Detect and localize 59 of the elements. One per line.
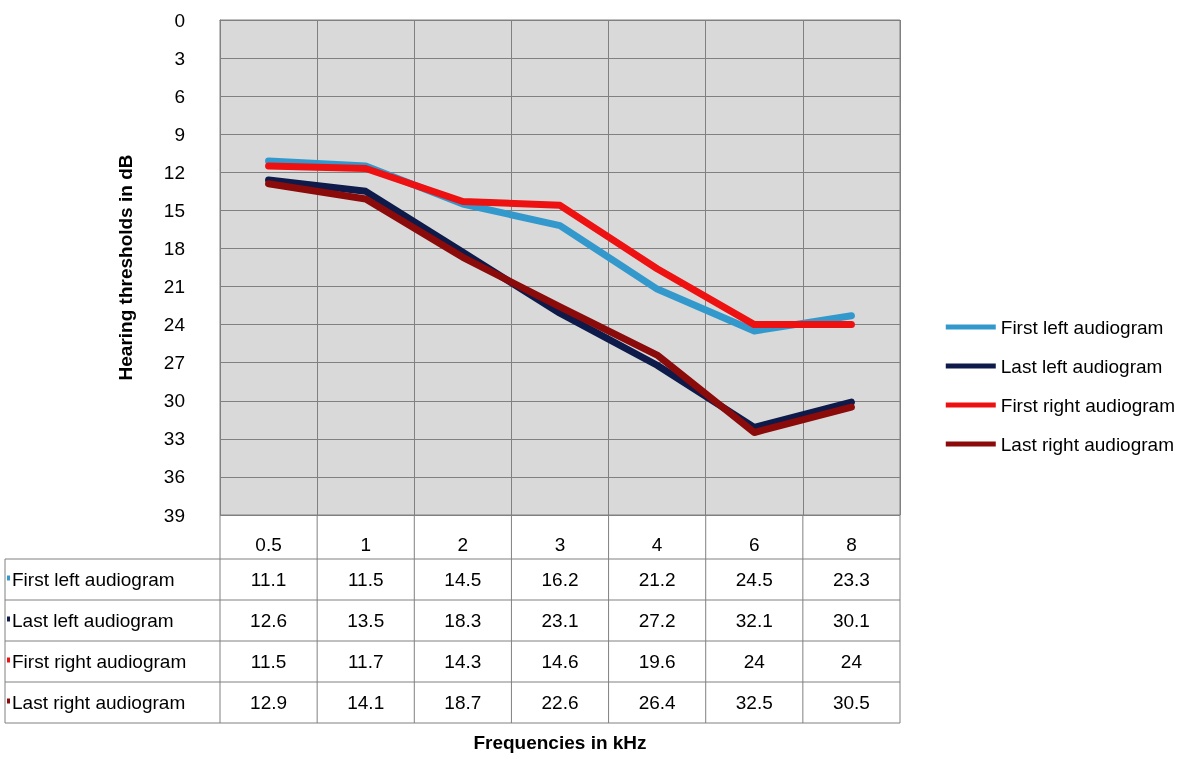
text: First right audiogram — [12, 651, 187, 672]
y-tick-label: 39 — [163, 504, 185, 526]
y-tick-label: 18 — [163, 237, 185, 259]
y-tick-label: 27 — [163, 352, 185, 374]
x-tick-label: 8 — [846, 534, 857, 555]
x-tick-label: 3 — [554, 534, 566, 555]
x-tick-label: 2 — [457, 534, 469, 555]
data-label: 11.7 — [347, 651, 384, 672]
data-label: 19.6 — [638, 651, 676, 672]
data-label: 11.5 — [347, 569, 384, 590]
legend-label: First left audiogram — [1000, 316, 1164, 338]
y-tick-label: 24 — [163, 314, 186, 336]
data-label: 18.3 — [444, 610, 482, 631]
data-label: 23.3 — [832, 569, 870, 590]
data-label: 22.6 — [541, 692, 579, 713]
data-label: 24.5 — [735, 569, 773, 590]
data-label: 14.1 — [347, 692, 385, 713]
data-label: 24 — [840, 651, 863, 672]
data-label: 30.5 — [832, 692, 870, 713]
text: First left audiogram — [12, 569, 175, 590]
text: Last left audiogram — [12, 610, 174, 631]
y-tick-label: 30 — [163, 390, 185, 412]
y-tick-label: 33 — [163, 428, 185, 450]
data-label: 18.7 — [444, 692, 482, 713]
legend-label: First right audiogram — [1000, 394, 1176, 416]
data-label: 21.2 — [638, 569, 676, 590]
data-label: 14.5 — [444, 569, 482, 590]
y-tick-label: 9 — [174, 123, 185, 145]
data-label: 16.2 — [541, 569, 579, 590]
data-label: 24 — [743, 651, 766, 672]
data-label: 12.9 — [250, 692, 288, 713]
data-label: 11.5 — [250, 651, 287, 672]
data-label: 12.6 — [250, 610, 288, 631]
x-tick-label: 1 — [360, 534, 371, 555]
x-tick-label: 6 — [749, 534, 760, 555]
y-tick-label: 12 — [163, 161, 185, 183]
text: Frequencies in kHz — [473, 732, 647, 753]
text: Last right audiogram — [12, 692, 186, 713]
x-tick-label: 4 — [651, 534, 663, 555]
y-tick-label: 0 — [174, 9, 185, 31]
data-label: 32.5 — [735, 692, 773, 713]
data-label: 26.4 — [638, 692, 677, 713]
legend-label: Last right audiogram — [1000, 433, 1174, 455]
x-tick-label: 0.5 — [255, 534, 282, 555]
data-label: 23.1 — [541, 610, 579, 631]
y-tick-label: 36 — [163, 466, 185, 488]
data-label: 11.1 — [250, 569, 287, 590]
data-label: 14.3 — [444, 651, 482, 672]
y-tick-label: 3 — [174, 47, 185, 69]
y-tick-label: 6 — [174, 85, 185, 107]
y-tick-label: 15 — [163, 199, 185, 221]
data-label: 32.1 — [735, 610, 773, 631]
data-label: 30.1 — [832, 610, 870, 631]
data-label: 14.6 — [541, 651, 579, 672]
data-label: 27.2 — [638, 610, 676, 631]
y-axis-title: Hearing thresholds in dB — [115, 154, 136, 381]
data-label: 13.5 — [347, 610, 385, 631]
y-tick-label: 21 — [163, 276, 185, 298]
legend-label: Last left audiogram — [1000, 355, 1163, 377]
